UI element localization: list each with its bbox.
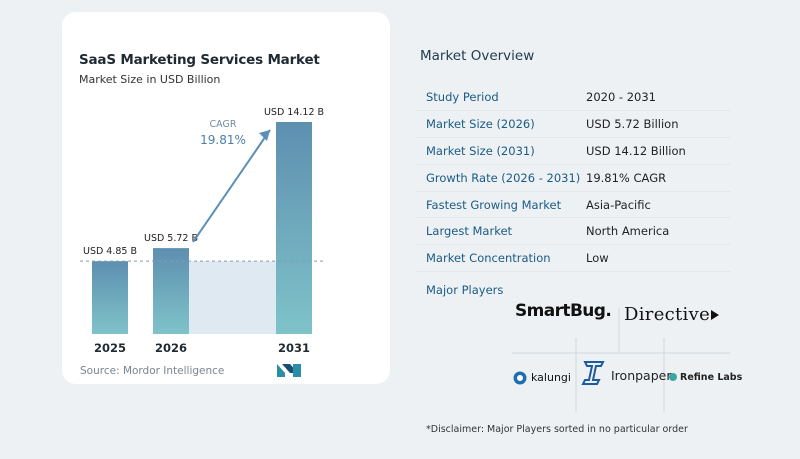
refine-labs-icon: [669, 373, 677, 381]
overview-row: Market Size (2031) USD 14.12 Billion: [416, 138, 730, 165]
overview-row: Market Size (2026) USD 5.72 Billion: [416, 111, 730, 138]
cagr-arrow-line: [192, 129, 271, 243]
overview-row-label: Market Concentration: [426, 251, 551, 266]
kalungi-icon: [513, 371, 527, 385]
bar-chart: USD 4.85 B USD 5.72 B USD 14.12 B 2025 2026 2…: [80, 107, 324, 355]
cagr-value: 19.81%: [200, 133, 246, 147]
refine-labs-logo: Refine Labs: [680, 372, 743, 383]
directive-logo-text: Directive: [624, 304, 711, 325]
chart-card: SaaS Marketing Services Market Market Si…: [62, 12, 390, 384]
growth-area: [189, 261, 276, 334]
overview-row: Largest Market North America: [416, 218, 730, 246]
x-tick-2031: 2031: [278, 341, 310, 355]
player-logo-grid: [512, 308, 730, 412]
bar-2025: [92, 261, 128, 334]
overview-row-value: 2020 - 2031: [586, 89, 656, 104]
major-players-label: Major Players: [426, 283, 504, 297]
disclaimer: *Disclaimer: Major Players sorted in no …: [426, 424, 688, 435]
overview-row: Fastest Growing Market Asia-Pacific: [416, 192, 730, 219]
overview-row-value: Asia-Pacific: [586, 197, 651, 212]
smartbug-logo: SmartBug.: [515, 301, 612, 321]
data-label-2026: USD 5.72 B: [144, 233, 198, 244]
chart-title: SaaS Marketing Services Market: [79, 52, 320, 68]
kalungi-logo: kalungi: [531, 371, 571, 384]
bar-2026: [153, 248, 189, 334]
cagr-arrow-head-icon: [259, 130, 270, 141]
overview-row-label: Market Size (2031): [426, 143, 535, 158]
ironpaper-icon: [581, 361, 605, 385]
market-overview-title: Market Overview: [420, 48, 535, 64]
overview-row: Study Period 2020 - 2031: [416, 84, 730, 111]
overview-row-value: North America: [586, 224, 670, 239]
overview-row-value: Low: [586, 251, 609, 266]
overview-row: Growth Rate (2026 - 2031) 19.81% CAGR: [416, 165, 730, 192]
ironpaper-logo: Ironpaper: [611, 368, 672, 383]
chart-subtitle: Market Size in USD Billion: [79, 73, 221, 86]
overview-row-label: Study Period: [426, 89, 499, 104]
directive-logo: Directive: [624, 304, 720, 325]
overview-row-value: USD 14.12 Billion: [586, 143, 686, 158]
data-label-2031: USD 14.12 B: [264, 107, 324, 118]
x-tick-2026: 2026: [155, 341, 187, 355]
overview-row: Market Concentration Low: [416, 245, 730, 273]
data-label-2025: USD 4.85 B: [83, 246, 137, 257]
overview-row-value: USD 5.72 Billion: [586, 116, 679, 131]
overview-row-label: Fastest Growing Market: [426, 197, 562, 212]
source-note: Source: Mordor Intelligence: [80, 365, 225, 377]
overview-row-label: Market Size (2026): [426, 116, 535, 131]
arrow-icon: [711, 310, 720, 320]
cagr-label: CAGR: [210, 119, 237, 130]
market-overview-table: Study Period 2020 - 2031 Market Size (2026…: [416, 84, 730, 273]
overview-row-value: 19.81% CAGR: [586, 170, 667, 185]
x-tick-2025: 2025: [94, 341, 126, 355]
mordor-logo-icon: [277, 364, 301, 377]
bar-2031: [276, 122, 312, 334]
overview-row-label: Growth Rate (2026 - 2031): [426, 170, 581, 185]
overview-row-label: Largest Market: [426, 224, 513, 239]
